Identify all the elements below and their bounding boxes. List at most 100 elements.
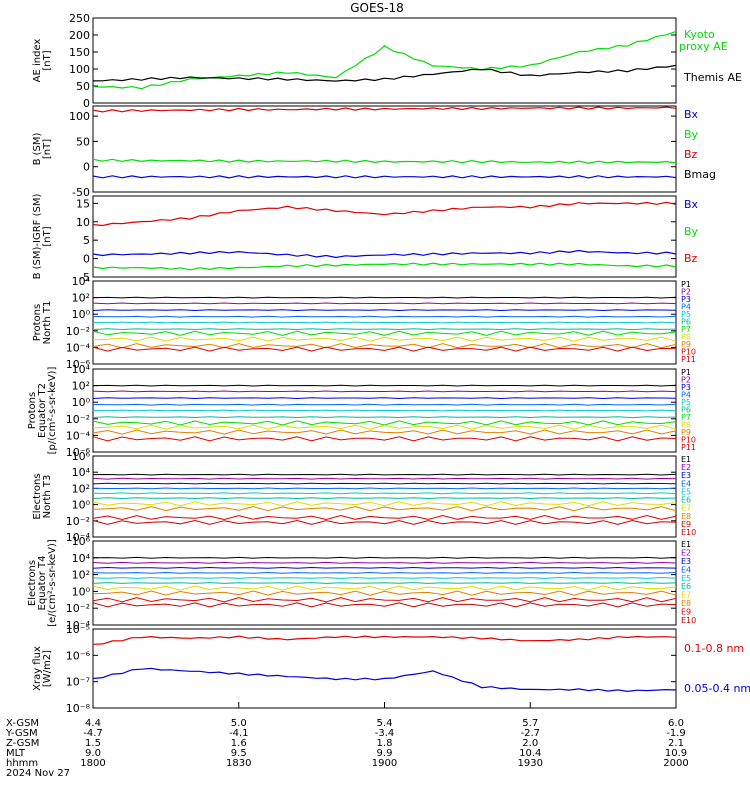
x-tick-label: 6.0: [668, 718, 684, 729]
legend-label: E2: [681, 463, 691, 472]
x-tick-label: 1.5: [85, 738, 101, 749]
channel-line: [92, 424, 677, 430]
channel-line: [92, 585, 677, 591]
legend-label: P2: [681, 376, 691, 385]
legend-label: By: [684, 128, 699, 141]
channel-line: [92, 506, 677, 512]
x-tick-label: 1830: [226, 758, 251, 769]
y-axis-label: Equator T2: [37, 383, 48, 438]
y-tick-label: 10⁰: [72, 308, 91, 321]
y-axis-label: B (SM)-IGRF (SM): [32, 194, 43, 280]
legend-label: E10: [681, 616, 696, 625]
legend-label: P3: [681, 295, 691, 304]
channel-line: [92, 302, 677, 305]
channel-line: [92, 492, 677, 495]
series-line: [92, 30, 677, 90]
legend-label: E9: [681, 520, 691, 529]
panel-frame: [92, 105, 677, 193]
channel-line: [92, 597, 677, 603]
x-axis-row-label: Y-GSM: [5, 728, 38, 739]
x-axis-row-label: MLT: [6, 748, 26, 759]
series-line: [92, 64, 677, 82]
x-tick-label: -3.4: [375, 728, 395, 739]
y-tick-label: 0: [83, 97, 90, 110]
channel-line: [92, 420, 677, 426]
legend-label: P11: [681, 355, 696, 364]
legend-label: Bz: [684, 252, 698, 265]
legend-label: E4: [681, 565, 691, 574]
y-axis-label: North T3: [42, 475, 53, 519]
x-tick-label: 2000: [663, 758, 688, 769]
y-tick-label: 10⁻⁷: [66, 676, 90, 689]
legend-label: E3: [681, 471, 691, 480]
panel-xray: 10⁻⁵ 10⁻⁶ 10⁻⁷ 10⁻⁸ Xray flux [W/m2] 0.1-0.8 n…: [32, 623, 750, 715]
panel-frame: [92, 17, 677, 104]
legend-label: P3: [681, 383, 691, 392]
y-tick-label: 10⁻⁸: [66, 702, 91, 715]
y-tick-label: 10⁴: [72, 275, 91, 288]
panel-pe: 10⁴ 10² 10⁰ 10⁻² 10⁻⁴ 10⁻⁶ Protons Equator T2 [p…: [27, 363, 696, 459]
channel-line: [92, 330, 677, 336]
x-tick-label: 5.0: [231, 718, 247, 729]
y-tick-label: 10⁻²: [66, 413, 90, 426]
legend-label: Bmag: [684, 168, 716, 181]
y-tick-label: 10⁻⁴: [66, 531, 91, 544]
y-axis-label: B (SM): [32, 132, 43, 165]
y-tick-label: 10²: [72, 292, 90, 305]
y-tick-label: 0: [83, 253, 90, 266]
channel-line: [92, 571, 677, 574]
channel-line: [92, 346, 677, 352]
series-line: [92, 175, 677, 179]
channel-line: [92, 403, 677, 406]
channel-line: [92, 561, 677, 564]
channel-line: [92, 487, 677, 490]
y-tick-label: 10⁰: [72, 585, 91, 598]
y-tick-label: 10⁻²: [66, 515, 90, 528]
legend-label: P2: [681, 288, 691, 297]
y-tick-label: 50: [76, 80, 90, 93]
legend-label: E7: [681, 591, 691, 600]
y-tick-label: 0: [83, 161, 90, 174]
y-tick-label: 10²: [72, 380, 90, 393]
channel-line: [92, 501, 677, 507]
series-line: [92, 106, 677, 113]
x-tick-label: 1.6: [231, 738, 247, 749]
y-tick-label: 150: [69, 46, 90, 59]
legend-label: By: [684, 225, 699, 238]
legend-label: P9: [681, 428, 691, 437]
legend-label: E7: [681, 504, 691, 513]
channel-line: [92, 514, 677, 521]
legend-label: 0.1-0.8 nm: [684, 642, 744, 655]
y-tick-label: 200: [69, 29, 90, 42]
legend-label: E6: [681, 496, 691, 505]
legend-label: P7: [681, 325, 691, 334]
channel-line: [92, 576, 677, 579]
series-line: [92, 249, 677, 259]
x-tick-label: 4.4: [85, 718, 101, 729]
channel-line: [92, 321, 677, 324]
channel-line: [92, 436, 677, 442]
channel-line: [92, 602, 677, 608]
legend-label: P10: [681, 436, 696, 445]
y-tick-label: 10²: [72, 482, 90, 495]
y-tick-label: 10⁻²: [66, 602, 90, 615]
y-axis-label: Protons: [27, 392, 38, 429]
y-tick-label: 10⁻⁶: [66, 358, 91, 371]
x-tick-label: -4.1: [229, 728, 249, 739]
legend-label: P10: [681, 348, 696, 357]
legend-label: P5: [681, 310, 691, 319]
y-tick-label: 10⁴: [72, 363, 91, 376]
legend-label: P9: [681, 340, 691, 349]
channel-line: [92, 429, 677, 435]
legend-label: P8: [681, 333, 691, 342]
y-tick-label: 10⁴: [72, 466, 91, 479]
y-tick-label: -50: [72, 186, 90, 199]
x-tick-label: 9.5: [231, 748, 247, 759]
panel-frame: [92, 628, 677, 709]
x-tick-label: -1.9: [666, 728, 686, 739]
y-tick-label: 10⁻⁴: [66, 619, 91, 632]
legend-label: P7: [681, 413, 691, 422]
channel-line: [92, 416, 677, 419]
